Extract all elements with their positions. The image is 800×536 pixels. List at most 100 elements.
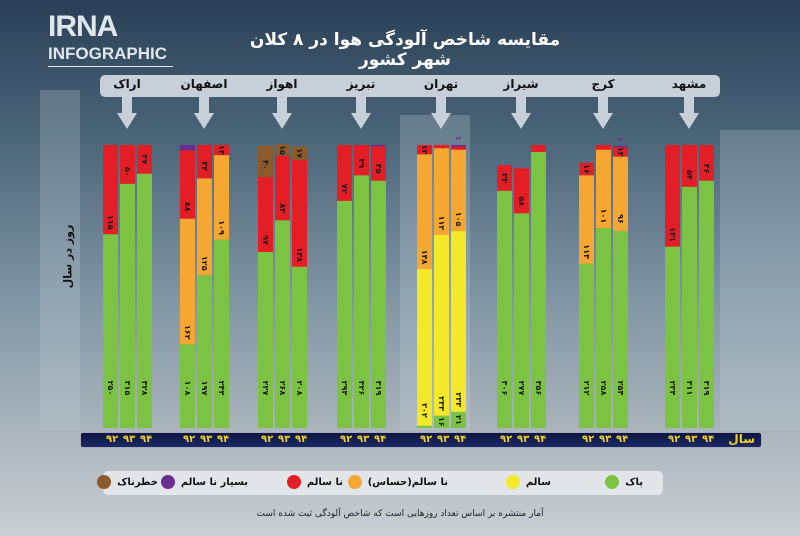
bar-segment-hazardous xyxy=(292,146,307,160)
bar-segment-unhealthy xyxy=(497,165,512,191)
bar-segment-clean xyxy=(699,180,714,428)
year-tick-label: ۹۴ xyxy=(454,434,467,445)
data-label: ۳۲۶ xyxy=(357,381,366,396)
legend-label: خطرناک xyxy=(117,476,158,488)
legend-item-very_unhealthy: بسیار نا سالم xyxy=(160,475,248,489)
data-label: ۳۱۹ xyxy=(374,381,383,396)
data-label: ۲۰۲ xyxy=(420,403,429,418)
data-label: ۳۱۵ xyxy=(123,381,132,396)
bar-segment-unhealthy xyxy=(258,176,273,252)
data-label: ۹ xyxy=(534,146,543,151)
bar-segment-unhealthy xyxy=(417,145,432,155)
bar-segment-unhealthy xyxy=(514,168,529,214)
data-label: ۱۲ xyxy=(420,145,429,155)
bar-segment-healthy xyxy=(417,269,432,426)
bar-segment-unhealthy xyxy=(434,145,449,149)
bar-segment-unhealthy xyxy=(596,145,611,150)
data-label: ۳۱۱ xyxy=(685,381,694,396)
arrow-down-icon xyxy=(194,97,214,131)
bar-segment-clean xyxy=(665,246,680,428)
data-label: ۲۹۳ xyxy=(340,381,349,396)
legend: پاک سالم نا سالم(حساس) نا سالم بسیار نا سالم… xyxy=(97,471,663,495)
bar-segment-healthy xyxy=(434,234,449,416)
data-label: ۳۱۹ xyxy=(702,381,711,396)
data-label: ۱ xyxy=(616,137,625,142)
city-label: اراک xyxy=(113,77,141,91)
data-label: ۲۷۷ xyxy=(517,381,526,396)
data-label: ۲۳۳ xyxy=(437,396,446,411)
bar-segment-sensitive xyxy=(180,218,195,345)
bar-segment-unhealthy xyxy=(613,146,628,157)
bar-segment-clean xyxy=(103,234,118,428)
year-tick-label: ۹۳ xyxy=(599,434,612,445)
year-tick-label: ۹۲ xyxy=(668,434,681,445)
city-label: اهواز xyxy=(266,77,298,91)
year-tick-label: ۹۲ xyxy=(340,434,353,445)
data-label: ۴۳ xyxy=(200,161,209,171)
bar-segment-clean xyxy=(451,411,466,428)
bar-segment-sensitive xyxy=(451,149,466,232)
bar-segment-very_unhealthy xyxy=(180,145,195,151)
data-label: ۳۰۶ xyxy=(500,381,509,396)
data-label: ۲۳۴ xyxy=(668,381,677,396)
city-label: تهران xyxy=(423,77,459,91)
data-label: ۷ xyxy=(183,145,192,150)
year-axis: سال ۹۲ ۹۳ ۹۴ ۹۲ ۹۳ ۹۴ ۹۲ ۹۳ ۹۴ ۹۲ ۹۳ ۹۴ ۹۲ ۹۳ ۹۴ ۹۲ ۹۳ ۹۴… xyxy=(80,432,762,448)
year-tick-label: ۹۳ xyxy=(123,434,136,445)
year-tick-label: ۹۲ xyxy=(106,434,119,445)
year-tick-label: ۹۴ xyxy=(534,434,547,445)
legend-swatch xyxy=(347,475,362,489)
bar-segment-clean xyxy=(214,239,229,428)
bar-segment-clean xyxy=(417,425,432,428)
bar-segment-clean xyxy=(197,275,212,428)
bar-segment-unhealthy xyxy=(214,145,229,156)
bar-segment-clean xyxy=(579,263,594,428)
data-label: ۲۲۷ xyxy=(261,381,270,396)
data-label: ۲۳۳ xyxy=(454,392,463,407)
year-tick-label: ۹۴ xyxy=(374,434,387,445)
data-label: ۲۱۲ xyxy=(582,381,591,396)
data-label: ۲۶۸ xyxy=(278,381,287,396)
bar-segment-sensitive xyxy=(596,149,611,228)
data-label: ۹۶ xyxy=(616,214,625,224)
data-label: ۵۸ xyxy=(517,196,526,206)
bar-segment-clean xyxy=(292,266,307,428)
data-label: ۲۴۳ xyxy=(217,381,226,396)
year-tick-label: ۹۳ xyxy=(517,434,530,445)
background-building xyxy=(40,90,80,430)
data-label: ۴۶ xyxy=(702,164,711,174)
data-label: ۷۲ xyxy=(340,184,349,194)
data-label: ۳۹ xyxy=(357,158,366,168)
legend-swatch xyxy=(505,475,520,489)
year-tick-label: ۹۴ xyxy=(295,434,308,445)
city-label: کرج xyxy=(591,77,615,91)
legend-item-unhealthy: نا سالم xyxy=(286,475,343,489)
data-label: ۱۶ xyxy=(437,417,446,427)
bar-segment-unhealthy xyxy=(451,145,466,150)
data-label: ۳ xyxy=(420,423,429,428)
bar-segment-unhealthy xyxy=(579,162,594,176)
data-label: ۶ xyxy=(599,145,608,150)
data-label: ۳۲۸ xyxy=(140,381,149,396)
data-label: ۱۰۹ xyxy=(217,220,226,235)
city-label: مشهد xyxy=(671,77,707,91)
bar-segment-hazardous xyxy=(258,145,273,177)
data-label: ۱۳۸ xyxy=(295,247,304,262)
data-label: ۱ xyxy=(374,143,383,148)
year-tick-label: ۹۳ xyxy=(357,434,370,445)
bar-segment-hazardous xyxy=(275,144,290,156)
data-label: ۲۱ xyxy=(454,415,463,425)
data-label: ۱۹۷ xyxy=(200,381,209,396)
legend-item-clean: پاک xyxy=(605,475,643,489)
bar-segment-unhealthy xyxy=(197,145,212,179)
data-label: ۱۰۱ xyxy=(599,209,608,224)
logo-sub: INFOGRAPHIC xyxy=(48,44,173,67)
year-tick-label: ۹۲ xyxy=(183,434,196,445)
data-label: ۱ xyxy=(454,136,463,141)
data-label: ۵۰ xyxy=(123,167,132,177)
city-label: شیراز xyxy=(503,77,539,91)
legend-swatch xyxy=(97,475,112,489)
bar-segment-unhealthy xyxy=(682,145,697,187)
data-label: ۳۵۶ xyxy=(534,381,543,396)
